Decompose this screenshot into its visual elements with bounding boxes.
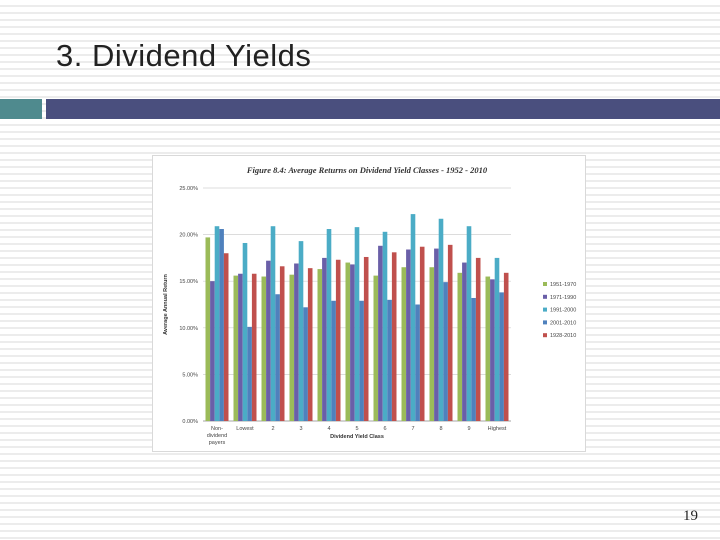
bar	[443, 282, 448, 421]
bar	[223, 253, 229, 421]
bar	[466, 226, 472, 421]
bar	[382, 231, 388, 421]
bar	[335, 259, 341, 421]
bar	[242, 242, 248, 421]
bar	[331, 300, 336, 421]
y-tick-label: 10.00%	[179, 326, 198, 332]
legend-label: 2001-2010	[550, 320, 576, 326]
bar	[270, 226, 276, 421]
bar	[503, 272, 509, 421]
bar	[387, 299, 392, 421]
bar	[219, 229, 224, 421]
legend-label: 1951-1970	[550, 282, 576, 288]
chart-title: Figure 8.4: Average Returns on Dividend …	[246, 165, 488, 175]
bar	[447, 244, 453, 421]
bar	[415, 304, 420, 421]
bar	[475, 257, 481, 421]
bar	[251, 273, 257, 421]
bar	[419, 246, 425, 421]
legend-label: 1971-1990	[550, 295, 576, 301]
legend-swatch	[543, 282, 547, 286]
bar	[378, 245, 383, 421]
bar	[499, 292, 504, 421]
x-tick-label: 2	[271, 426, 274, 432]
bar	[391, 252, 397, 421]
y-tick-label: 15.00%	[179, 279, 198, 285]
chart-figure: Figure 8.4: Average Returns on Dividend …	[152, 155, 586, 452]
bar	[210, 281, 215, 421]
bar	[373, 275, 379, 421]
bar	[326, 229, 332, 421]
x-axis-label: Dividend Yield Class	[330, 434, 384, 440]
y-tick-label: 25.00%	[179, 186, 198, 192]
x-tick-label: 4	[327, 426, 330, 432]
y-tick-label: 5.00%	[182, 372, 198, 378]
chart-svg: Figure 8.4: Average Returns on Dividend …	[163, 165, 576, 446]
bar	[275, 294, 280, 421]
x-tick-label: Highest	[488, 426, 507, 432]
bar	[279, 266, 285, 421]
bar	[298, 241, 304, 421]
bar	[238, 273, 243, 421]
x-tick-label: payers	[209, 440, 226, 446]
bar	[359, 300, 364, 421]
x-tick-label: 5	[355, 426, 358, 432]
title-underline-bar	[46, 99, 720, 119]
legend-swatch	[543, 307, 547, 312]
x-tick-label: dividend	[207, 433, 228, 439]
bar	[494, 257, 500, 421]
bar	[429, 267, 435, 421]
y-tick-label: 20.00%	[179, 233, 198, 239]
bar	[261, 276, 267, 421]
bar	[438, 218, 444, 421]
bar	[322, 257, 327, 421]
legend-label: 1991-2000	[550, 308, 576, 314]
bar	[471, 297, 476, 421]
bar	[289, 274, 295, 421]
legend-swatch	[543, 320, 547, 325]
slide-title: 3. Dividend Yields	[56, 38, 312, 73]
bar	[345, 262, 351, 421]
x-tick-label: 7	[411, 426, 414, 432]
bar	[303, 307, 308, 421]
legend-label: 1928-2010	[550, 333, 576, 339]
x-tick-label: Lowest	[236, 426, 254, 432]
bar	[294, 263, 299, 421]
x-tick-label: 9	[467, 426, 470, 432]
bar	[406, 249, 411, 421]
bar	[434, 248, 439, 421]
legend-swatch	[543, 294, 547, 299]
y-axis-label: Average Annual Return	[163, 274, 169, 335]
y-tick-label: 0.00%	[182, 419, 198, 425]
legend-swatch	[543, 333, 547, 338]
accent-bar-left	[0, 99, 42, 119]
x-tick-label: 8	[439, 426, 442, 432]
bar	[490, 279, 495, 421]
bar	[233, 275, 239, 421]
bar	[457, 272, 463, 421]
bar	[410, 214, 416, 421]
bar	[485, 276, 491, 421]
bar	[266, 260, 271, 421]
x-tick-label: 6	[383, 426, 386, 432]
x-tick-label: 3	[299, 426, 302, 432]
bar	[350, 264, 355, 421]
bar	[247, 326, 252, 421]
bar	[363, 256, 369, 421]
x-tick-label: Non-	[211, 426, 223, 432]
bar	[462, 262, 467, 421]
bar	[214, 226, 220, 421]
bar	[307, 268, 313, 421]
bar	[401, 267, 407, 421]
page-number: 19	[683, 508, 698, 524]
bar	[205, 237, 211, 421]
bar	[354, 227, 360, 421]
bar	[317, 269, 323, 421]
